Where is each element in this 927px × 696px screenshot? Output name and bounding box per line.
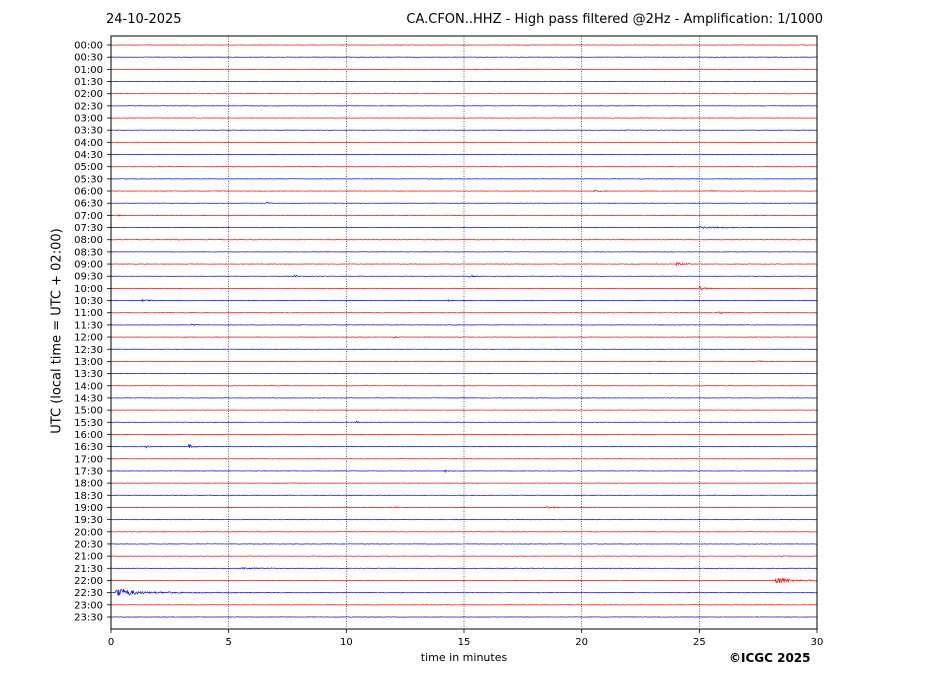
x-axis-label: time in minutes <box>420 651 508 664</box>
ytick-label-1700: 17:00 <box>74 454 103 465</box>
ytick-label-0430: 04:30 <box>74 150 103 161</box>
trace-0900 <box>110 261 817 267</box>
ytick-label-0030: 00:30 <box>74 53 103 64</box>
ytick-label-0600: 06:00 <box>74 187 103 198</box>
trace-0930 <box>110 274 817 278</box>
ytick-label-1600: 16:00 <box>74 430 103 441</box>
xtick-label-30: 30 <box>811 637 824 648</box>
x-ticks: 0 5 10 15 20 25 30 <box>108 629 824 648</box>
ytick-label-1230: 12:30 <box>74 345 103 356</box>
ytick-label-0500: 05:00 <box>74 162 103 173</box>
trace-1300 <box>110 360 817 363</box>
trace-0700 <box>110 214 817 217</box>
trace-0730 <box>110 226 817 230</box>
ytick-label-0300: 03:00 <box>74 114 103 125</box>
trace-2230 <box>110 588 817 597</box>
trace-0630 <box>110 202 817 204</box>
ytick-label-2030: 20:30 <box>74 539 103 550</box>
ytick-label-1800: 18:00 <box>74 479 103 490</box>
trace-0800 <box>110 238 817 241</box>
ytick-label-2100: 21:00 <box>74 552 103 563</box>
ytick-label-2300: 23:00 <box>74 600 103 611</box>
ytick-label-1830: 18:30 <box>74 491 103 502</box>
trace-1900 <box>110 506 817 509</box>
ytick-label-0830: 08:30 <box>74 247 103 258</box>
trace-1000 <box>110 285 817 291</box>
trace-0600 <box>110 189 817 193</box>
copyright-notice: ©ICGC 2025 <box>729 651 811 665</box>
ytick-label-1500: 15:00 <box>74 406 103 417</box>
ytick-label-1130: 11:30 <box>74 320 103 331</box>
trace-1730 <box>110 469 817 474</box>
trace-1030 <box>110 298 817 302</box>
ytick-label-0800: 08:00 <box>74 235 103 246</box>
ytick-label-0400: 04:00 <box>74 138 103 149</box>
trace-1530 <box>110 420 817 424</box>
ytick-label-1530: 15:30 <box>74 418 103 429</box>
ytick-label-1100: 11:00 <box>74 308 103 319</box>
ytick-label-0230: 02:30 <box>74 101 103 112</box>
ytick-label-0200: 02:00 <box>74 89 103 100</box>
plot-date: 24-10-2025 <box>106 12 182 27</box>
ytick-label-0130: 01:30 <box>74 77 103 88</box>
ytick-label-0630: 06:30 <box>74 199 103 210</box>
ytick-label-1300: 13:00 <box>74 357 103 368</box>
ytick-label-0000: 00:00 <box>74 41 103 52</box>
trace-2100 <box>110 555 817 558</box>
ytick-label-0530: 05:30 <box>74 174 103 185</box>
ytick-label-1630: 16:30 <box>74 442 103 453</box>
ytick-label-1000: 10:00 <box>74 284 103 295</box>
ytick-label-1430: 14:30 <box>74 393 103 404</box>
ytick-label-0700: 07:00 <box>74 211 103 222</box>
ytick-label-0730: 07:30 <box>74 223 103 234</box>
ytick-label-2130: 21:30 <box>74 564 103 575</box>
trace-layer <box>110 44 817 618</box>
ytick-label-1930: 19:30 <box>74 515 103 526</box>
ytick-label-0930: 09:30 <box>74 272 103 283</box>
xtick-label-5: 5 <box>225 637 231 648</box>
xtick-label-15: 15 <box>458 637 471 648</box>
ytick-label-1030: 10:30 <box>74 296 103 307</box>
trace-1200 <box>111 336 817 339</box>
grid-layer <box>228 36 700 629</box>
ytick-label-0900: 09:00 <box>74 260 103 271</box>
ytick-label-1330: 13:30 <box>74 369 103 380</box>
xtick-label-20: 20 <box>575 637 588 648</box>
ytick-label-0100: 01:00 <box>74 65 103 76</box>
ytick-label-1400: 14:00 <box>74 381 103 392</box>
ytick-label-0330: 03:30 <box>74 126 103 137</box>
xtick-label-10: 10 <box>340 637 353 648</box>
ytick-label-1730: 17:30 <box>74 466 103 477</box>
ytick-label-2230: 22:30 <box>74 588 103 599</box>
ytick-label-2200: 22:00 <box>74 576 103 587</box>
trace-1100 <box>110 311 817 315</box>
ytick-label-2330: 23:30 <box>74 612 103 623</box>
ytick-label-2000: 20:00 <box>74 527 103 538</box>
trace-2130 <box>110 567 817 570</box>
trace-1130 <box>110 323 817 326</box>
plot-title: CA.CFON..HHZ - High pass filtered @2Hz -… <box>406 12 823 27</box>
ytick-label-1200: 12:00 <box>74 333 103 344</box>
trace-1630 <box>110 443 817 449</box>
trace-2200 <box>110 577 817 584</box>
xtick-label-0: 0 <box>108 637 114 648</box>
xtick-label-25: 25 <box>693 637 706 648</box>
ytick-label-1900: 19:00 <box>74 503 103 514</box>
y-axis-label: UTC (local time = UTC + 02:00) <box>49 228 65 434</box>
plot-frame <box>110 35 818 630</box>
